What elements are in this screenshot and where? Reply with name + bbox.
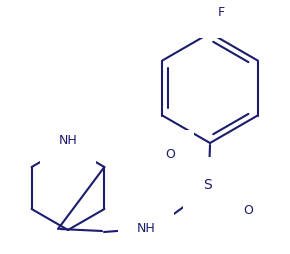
Text: F: F <box>218 6 225 19</box>
Text: S: S <box>204 178 212 192</box>
Text: O: O <box>165 149 175 162</box>
Text: NH: NH <box>59 135 77 148</box>
Text: NH: NH <box>137 223 155 235</box>
Text: O: O <box>243 204 253 217</box>
